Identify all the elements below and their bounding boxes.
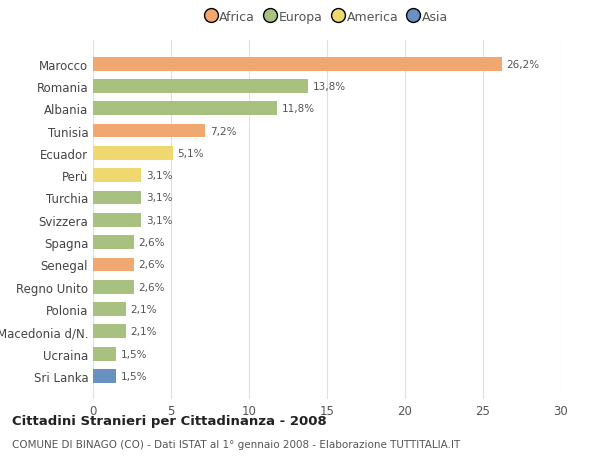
Bar <box>93 235 134 250</box>
Bar <box>93 325 126 339</box>
Text: 1,5%: 1,5% <box>121 371 148 381</box>
Text: 3,1%: 3,1% <box>146 215 173 225</box>
Text: 2,1%: 2,1% <box>130 304 157 314</box>
Text: 26,2%: 26,2% <box>506 60 539 69</box>
Text: 2,6%: 2,6% <box>138 282 165 292</box>
Text: 5,1%: 5,1% <box>177 149 204 158</box>
Text: 13,8%: 13,8% <box>313 82 346 92</box>
Text: 3,1%: 3,1% <box>146 193 173 203</box>
Text: 11,8%: 11,8% <box>282 104 315 114</box>
Text: 2,6%: 2,6% <box>138 260 165 270</box>
Bar <box>93 57 502 72</box>
Bar <box>93 169 142 183</box>
Bar <box>93 280 134 294</box>
Bar <box>93 369 116 383</box>
Text: Cittadini Stranieri per Cittadinanza - 2008: Cittadini Stranieri per Cittadinanza - 2… <box>12 414 327 428</box>
Text: 3,1%: 3,1% <box>146 171 173 181</box>
Text: 7,2%: 7,2% <box>210 126 236 136</box>
Bar <box>93 191 142 205</box>
Text: 2,1%: 2,1% <box>130 327 157 336</box>
Bar <box>93 347 116 361</box>
Legend: Africa, Europa, America, Asia: Africa, Europa, America, Asia <box>200 6 454 29</box>
Bar <box>93 124 205 138</box>
Bar <box>93 213 142 227</box>
Text: COMUNE DI BINAGO (CO) - Dati ISTAT al 1° gennaio 2008 - Elaborazione TUTTITALIA.: COMUNE DI BINAGO (CO) - Dati ISTAT al 1°… <box>12 440 460 449</box>
Bar <box>93 102 277 116</box>
Bar <box>93 80 308 94</box>
Bar <box>93 258 134 272</box>
Text: 1,5%: 1,5% <box>121 349 148 359</box>
Bar <box>93 146 173 161</box>
Text: 2,6%: 2,6% <box>138 238 165 247</box>
Bar <box>93 302 126 316</box>
